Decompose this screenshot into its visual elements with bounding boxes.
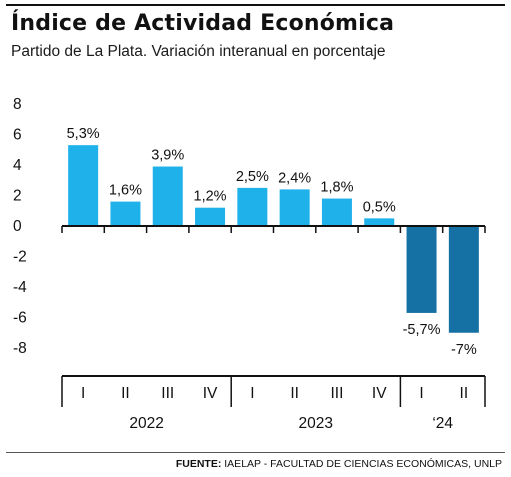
data-label: 5,3%: [67, 126, 100, 142]
y-tick-label: -8: [13, 340, 27, 357]
y-tick-label: -4: [13, 279, 27, 296]
y-tick-label: -2: [13, 249, 27, 266]
chart-title: Índice de Actividad Económica: [11, 11, 395, 36]
y-tick-label: 6: [13, 127, 22, 144]
bar: [152, 166, 183, 226]
footer-rule: [6, 452, 505, 453]
y-tick-label: 4: [13, 157, 22, 174]
y-tick-label: 0: [13, 218, 22, 235]
data-label: 1,8%: [320, 180, 353, 196]
source-label: FUENTE:: [175, 458, 222, 470]
x-tick-label: II: [290, 385, 299, 402]
x-tick-label: IV: [372, 385, 387, 402]
year-label: ‘24: [432, 415, 453, 432]
data-label: 3,9%: [151, 148, 184, 164]
bar: [406, 226, 437, 313]
data-label: 1,6%: [109, 183, 142, 199]
data-label: 1,2%: [194, 189, 227, 205]
year-label: 2022: [129, 415, 163, 432]
bar: [364, 218, 395, 226]
data-label: -7%: [451, 342, 477, 358]
y-tick-label: 2: [13, 188, 22, 205]
bar: [321, 198, 352, 226]
bar-chart: 8 6 4 2 0 -2 -4 -6 -8 5,3% 1,6% 3,9% 1,2% 2,5% 2,4% 1,8…: [13, 96, 486, 432]
bar: [110, 201, 141, 226]
data-label: -5,7%: [403, 322, 441, 338]
source-note: FUENTE: IAELAP - FACULTAD DE CIENCIAS EC…: [176, 458, 502, 470]
y-tick-label: -6: [13, 310, 27, 327]
x-tick-label: II: [460, 385, 469, 402]
data-label: 0,5%: [363, 199, 396, 215]
bar: [279, 189, 310, 226]
bar: [68, 145, 99, 226]
x-tick-label: II: [121, 385, 130, 402]
chart-subtitle: Partido de La Plata. Variación interanua…: [11, 43, 386, 60]
bar: [195, 207, 226, 226]
x-tick-label: I: [419, 385, 423, 402]
data-label: 2,4%: [278, 170, 311, 186]
x-tick-label: III: [330, 385, 343, 402]
bar: [237, 187, 268, 226]
y-tick-label: 8: [13, 96, 22, 113]
x-tick-label: III: [161, 385, 174, 402]
year-label: 2023: [299, 415, 333, 432]
bar: [448, 226, 479, 333]
source-text: IAELAP - FACULTAD DE CIENCIAS ECONÓMICAS…: [224, 458, 502, 470]
top-rule: [6, 4, 505, 6]
x-tick-label: I: [250, 385, 254, 402]
x-tick-label: IV: [203, 385, 218, 402]
x-tick-label: I: [81, 385, 85, 402]
data-label: 2,5%: [236, 169, 269, 185]
